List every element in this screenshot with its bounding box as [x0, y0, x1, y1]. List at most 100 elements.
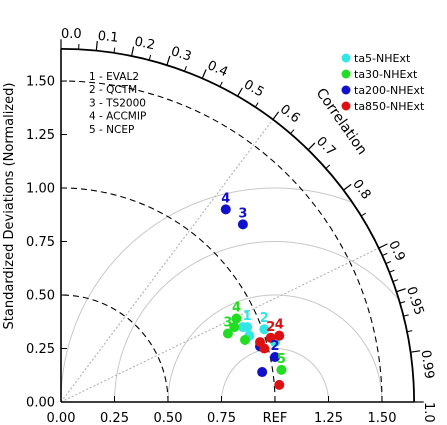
correlation-major-tick	[378, 243, 388, 249]
model-list-item: 3 - TS2000	[89, 97, 146, 109]
correlation-major-tick	[396, 288, 406, 293]
correlation-tick-label: 0.99	[418, 349, 437, 380]
data-point	[231, 313, 242, 324]
data-point	[220, 204, 231, 215]
correlation-minor-tick	[184, 66, 187, 72]
ref-label: REF	[263, 411, 288, 425]
legend-marker	[341, 53, 351, 63]
correlation-minor-tick	[290, 129, 295, 134]
correlation-minor-tick	[360, 212, 366, 217]
correlation-minor-tick	[399, 301, 406, 304]
correlation-major-tick	[237, 87, 243, 97]
correlation-tick-label: 0.0	[61, 27, 82, 42]
legend-marker	[341, 101, 351, 111]
y-tick-label: 0.25	[26, 342, 55, 357]
model-list-item: 5 - NCEP	[89, 124, 134, 136]
correlation-major-tick	[131, 46, 135, 57]
correlation-tick-label: 0.1	[97, 29, 119, 46]
y-tick-label: 1.00	[26, 182, 55, 197]
correlation-ray	[60, 247, 380, 403]
data-point	[229, 322, 240, 333]
model-list-item: 1 - EVAL2	[89, 71, 139, 83]
correlation-tick-label: 0.7	[313, 134, 338, 159]
correlation-minor-tick	[382, 252, 388, 257]
point-label: 4	[232, 301, 241, 316]
std-dev-arc	[60, 80, 383, 403]
legend-entry: ta200-NHExt	[354, 84, 425, 97]
data-point	[237, 322, 248, 333]
correlation-minor-tick	[406, 330, 413, 333]
legend-entry: ta850-NHExt	[354, 100, 425, 113]
point-label: 2	[266, 320, 275, 335]
grid-layer	[60, 80, 400, 403]
data-point	[270, 352, 280, 363]
y-tick-label: 0.75	[26, 235, 55, 250]
legend-marker	[341, 85, 351, 95]
data-point	[237, 219, 248, 230]
correlation-tick-label: 0.9	[385, 239, 408, 264]
correlation-minor-tick	[113, 47, 116, 53]
point-label: 5	[277, 352, 286, 367]
data-point	[274, 330, 285, 341]
correlation-major-tick	[343, 183, 352, 191]
data-point	[259, 324, 270, 335]
data-point	[240, 334, 251, 345]
correlation-tick-label: 0.8	[349, 177, 373, 203]
data-point	[274, 379, 285, 390]
correlation-tick-label: 0.2	[133, 35, 156, 54]
x-tick-label: 1.50	[368, 411, 397, 425]
legend-marker	[341, 69, 351, 79]
x-tick-label: 0.50	[154, 411, 183, 425]
correlation-major-tick	[166, 55, 171, 66]
y-tick-label: 1.25	[26, 128, 55, 143]
correlation-major-tick	[272, 111, 280, 120]
outer-arc	[60, 48, 415, 403]
y-tick-label: 1.50	[26, 75, 55, 90]
correlation-minor-tick	[254, 102, 259, 108]
point-label: 2	[270, 339, 279, 354]
rms-arc	[167, 294, 383, 402]
x-tick-label: 0.75	[207, 411, 236, 425]
correlation-ray	[60, 119, 274, 403]
point-label: 3	[223, 316, 232, 331]
point-label: 4	[275, 318, 284, 333]
data-point	[255, 337, 266, 348]
legend-entry: ta5-NHExt	[354, 52, 411, 65]
correlation-minor-tick	[219, 81, 223, 87]
correlation-major-tick	[307, 142, 316, 151]
correlation-tick-label: 0.4	[205, 58, 230, 80]
axis-layer	[60, 39, 424, 403]
model-list-item: 4 - ACCMIP	[89, 111, 146, 123]
y-axis-label: Standardized Deviations (Normalized)	[2, 83, 17, 330]
data-point	[265, 332, 276, 343]
correlation-tick-label: 0.5	[241, 77, 266, 100]
legend: ta5-NHExt ta30-NHExt ta200-NHExt ta850-NHEx…	[341, 52, 425, 113]
correlation-major-tick	[95, 41, 98, 51]
data-point	[257, 367, 268, 378]
correlation-minor-tick	[148, 54, 152, 61]
y-tick-label: 0.50	[26, 289, 55, 304]
point-label: 1	[243, 309, 252, 324]
correlation-tick-label: 0.3	[169, 44, 193, 65]
correlation-tick-label: 1.0	[421, 402, 436, 423]
correlation-tick-label: 0.6	[277, 102, 303, 126]
data-point	[222, 328, 233, 339]
correlation-major-tick	[410, 350, 421, 353]
x-tick-label: 1.25	[314, 411, 343, 425]
data-point	[276, 364, 287, 375]
correlation-tick-label: 0.95	[403, 285, 426, 317]
correlation-minor-tick	[389, 269, 395, 273]
y-tick-label: 0.00	[26, 396, 55, 411]
point-label: 3	[238, 206, 247, 221]
correlation-minor-tick	[325, 164, 331, 169]
correlation-minor-tick	[403, 314, 409, 317]
point-label: 2	[260, 311, 269, 326]
rms-arc	[60, 187, 352, 402]
rms-arc	[221, 348, 329, 402]
correlation-minor-tick	[392, 279, 399, 283]
correlation-minor-tick	[385, 261, 391, 265]
std-dev-arc	[60, 294, 169, 403]
